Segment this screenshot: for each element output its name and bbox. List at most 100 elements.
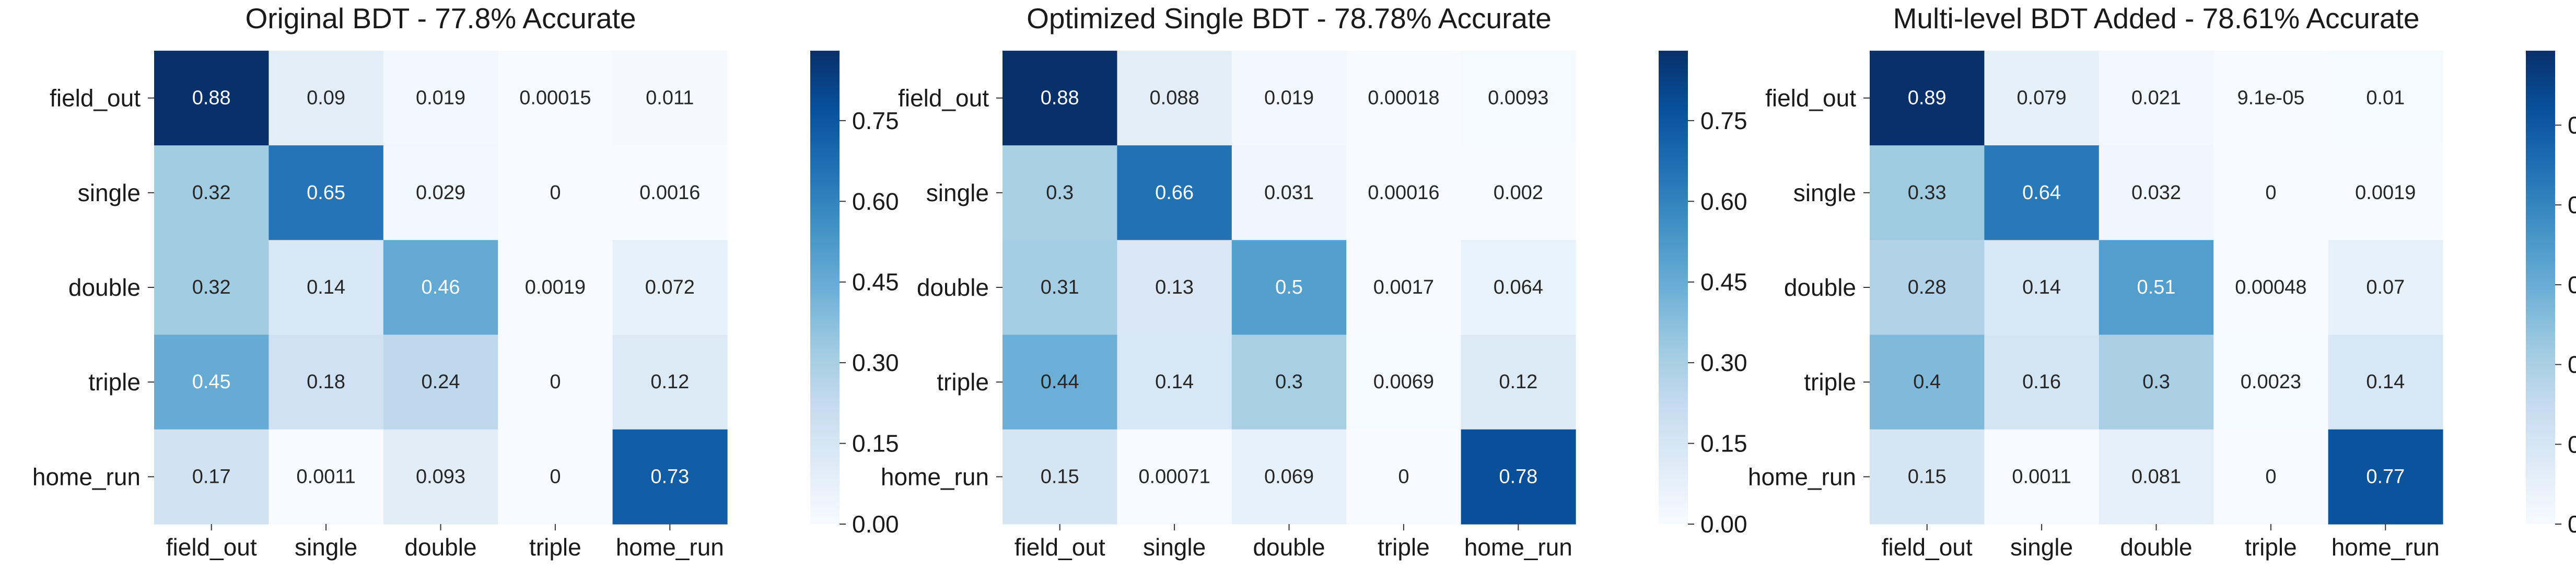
colorbar-tick-label: 0.45 bbox=[852, 269, 899, 296]
heatmap-cell bbox=[2099, 334, 2214, 430]
cell-label: 0.00018 bbox=[1368, 87, 1439, 109]
heatmap-cell bbox=[2328, 145, 2443, 240]
colorbar-tick-label: 0.75 bbox=[852, 107, 899, 134]
heatmap-cell bbox=[1984, 240, 2100, 335]
heatmap-cell bbox=[383, 51, 498, 146]
heatmap-cell bbox=[1231, 145, 1347, 240]
heatmap-cell bbox=[1003, 240, 1117, 335]
cell-label: 0.072 bbox=[645, 276, 695, 298]
x-tick-label: field_out bbox=[1015, 533, 1105, 561]
heatmap-cell bbox=[1003, 429, 1117, 525]
cell-label: 0.064 bbox=[1494, 276, 1543, 298]
chart-title: Multi-level BDT Added - 78.61% Accurate bbox=[1893, 2, 2420, 34]
cell-label: 0.0017 bbox=[1373, 276, 1434, 298]
heatmap-cell bbox=[1117, 334, 1232, 430]
heatmap-cell bbox=[498, 240, 613, 335]
heatmap-cell bbox=[1231, 51, 1347, 146]
colorbar-tick-label: 0.15 bbox=[852, 430, 899, 457]
cell-label: 0.4 bbox=[1913, 371, 1941, 393]
cell-label: 0 bbox=[1398, 466, 1409, 488]
heatmap-cell bbox=[2328, 240, 2443, 335]
heatmap-cell bbox=[1984, 429, 2100, 525]
colorbar-tick-label: 0.30 bbox=[1700, 349, 1747, 376]
colorbar-tick-label: 0.30 bbox=[2568, 351, 2576, 378]
cell-label: 0.46 bbox=[422, 276, 460, 298]
cell-label: 0.15 bbox=[1908, 466, 1946, 488]
cell-label: 0.09 bbox=[307, 87, 345, 109]
cell-label: 0.32 bbox=[192, 276, 231, 298]
heatmap-cell bbox=[1346, 429, 1462, 525]
cell-label: 0.0011 bbox=[2012, 466, 2071, 488]
x-tick-label: double bbox=[2120, 533, 2192, 561]
heatmap-cell bbox=[2213, 51, 2329, 146]
x-tick-label: field_out bbox=[166, 533, 257, 561]
heatmap-cell bbox=[1461, 145, 1576, 240]
colorbar-tick-label: 0.75 bbox=[1700, 107, 1747, 134]
heatmap-cell bbox=[1870, 334, 1985, 430]
cell-label: 0.88 bbox=[1041, 87, 1079, 109]
heatmap-cell bbox=[2213, 145, 2329, 240]
heatmap-cell bbox=[269, 334, 384, 430]
cell-label: 0 bbox=[550, 371, 561, 393]
heatmap-cell bbox=[269, 240, 384, 335]
cell-label: 0 bbox=[550, 466, 561, 488]
cell-label: 0.13 bbox=[1155, 276, 1194, 298]
heatmap-cell bbox=[1461, 51, 1576, 146]
heatmap-cell bbox=[1117, 145, 1232, 240]
x-tick-label: field_out bbox=[1882, 533, 1973, 561]
cell-label: 0.019 bbox=[416, 87, 465, 109]
cell-label: 0.00015 bbox=[519, 87, 591, 109]
cell-label: 0.16 bbox=[2022, 371, 2061, 393]
heatmap-cell bbox=[269, 51, 384, 146]
heatmap-cell bbox=[1984, 51, 2100, 146]
heatmap-cell bbox=[2328, 334, 2443, 430]
colorbar-tick-label: 0.15 bbox=[1700, 430, 1747, 457]
heatmap-cell bbox=[498, 51, 613, 146]
heatmap-cell bbox=[612, 240, 728, 335]
x-tick-label: triple bbox=[529, 533, 581, 561]
heatmap-cell bbox=[1870, 429, 1985, 525]
heatmap-cell bbox=[383, 429, 498, 525]
cell-label: 0.088 bbox=[1150, 87, 1199, 109]
y-tick-label: double bbox=[68, 274, 141, 301]
cell-label: 0 bbox=[2265, 182, 2276, 204]
y-tick-label: home_run bbox=[32, 463, 141, 490]
heatmap-cell bbox=[1117, 240, 1232, 335]
heatmap-cell bbox=[383, 240, 498, 335]
heatmap-cell bbox=[2099, 51, 2214, 146]
heatmap-cell bbox=[612, 145, 728, 240]
heatmap-cell bbox=[1003, 51, 1117, 146]
heatmap-cell bbox=[1231, 334, 1347, 430]
heatmap-cell bbox=[1346, 240, 1462, 335]
heatmap-cell bbox=[1117, 429, 1232, 525]
cell-label: 0.12 bbox=[1499, 371, 1537, 393]
cell-label: 0.14 bbox=[1155, 371, 1194, 393]
cell-label: 0.021 bbox=[2131, 87, 2181, 109]
cell-label: 0.01 bbox=[2366, 87, 2405, 109]
heatmap-cell bbox=[2213, 240, 2329, 335]
cell-label: 0.0019 bbox=[525, 276, 586, 298]
cell-label: 0.0011 bbox=[296, 466, 355, 488]
x-tick-label: home_run bbox=[1464, 533, 1572, 561]
heatmap-cell bbox=[1003, 145, 1117, 240]
cell-label: 0.28 bbox=[1908, 276, 1946, 298]
cell-label: 0.77 bbox=[2366, 466, 2405, 488]
heatmap-cell bbox=[1870, 51, 1985, 146]
heatmap-cell bbox=[2213, 429, 2329, 525]
chart-title: Original BDT - 77.8% Accurate bbox=[246, 2, 636, 34]
y-tick-label: double bbox=[1784, 274, 1856, 301]
cell-label: 0.0093 bbox=[1488, 87, 1548, 109]
cell-label: 0.07 bbox=[2366, 276, 2405, 298]
heatmap-cell bbox=[1461, 240, 1576, 335]
colorbar bbox=[1659, 51, 1688, 524]
cell-label: 0.5 bbox=[1275, 276, 1303, 298]
heatmap-cell bbox=[154, 429, 269, 525]
cell-label: 0.66 bbox=[1155, 182, 1194, 204]
colorbar-tick-label: 0.45 bbox=[1700, 269, 1747, 296]
cell-label: 0.093 bbox=[416, 466, 465, 488]
y-tick-label: home_run bbox=[881, 463, 989, 490]
cell-label: 0.88 bbox=[192, 87, 231, 109]
heatmap-cell bbox=[154, 51, 269, 146]
cell-label: 0.89 bbox=[1908, 87, 1946, 109]
heatmap-panel-2: Optimized Single BDT - 78.78% Accurate 0.… bbox=[881, 2, 1747, 561]
